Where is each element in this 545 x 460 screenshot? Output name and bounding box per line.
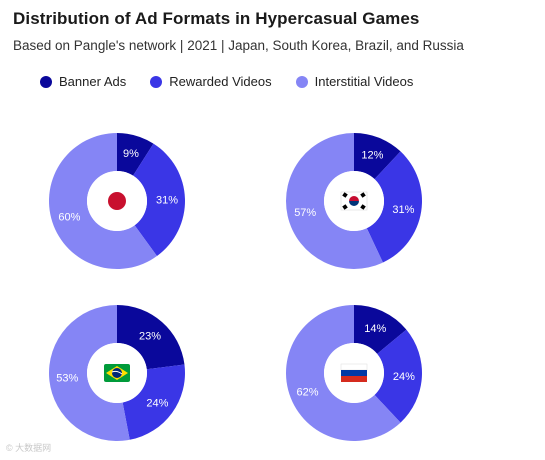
legend-item-rewarded: Rewarded Videos [150,74,272,89]
legend-label-interstitial: Interstitial Videos [314,74,414,89]
legend-label-rewarded: Rewarded Videos [169,74,272,89]
slice-label-brazil-interstitial: 53% [56,373,78,385]
donut-brazil: 23% 24% 53% [48,305,186,442]
legend-label-banner: Banner Ads [59,74,127,89]
south-korea-flag-icon [340,191,368,211]
donut-japan: 9% 31% 60% [48,133,185,269]
slice-south-korea-interstitial [285,133,383,269]
slice-label-south-korea-rewarded: 31% [392,204,414,216]
legend-swatch-banner [40,75,52,88]
donut-south-korea: 12% 31% 57% [285,133,422,269]
slice-brazil-rewarded [122,364,186,440]
slice-south-korea-rewarded [366,151,422,263]
slice-russia-banner [354,305,407,354]
chart-subtitle: Based on Pangle's network | 2021 | Japan… [13,38,464,53]
legend: Banner Ads Rewarded Videos Interstitial … [40,74,437,89]
slice-south-korea-banner [354,133,401,180]
slice-japan-interstitial [48,133,157,269]
slice-label-japan-rewarded: 31% [156,194,178,206]
slice-label-japan-banner: 9% [123,148,139,160]
legend-swatch-interstitial [295,75,308,88]
slice-brazil-banner [117,305,185,370]
slice-label-brazil-banner: 23% [139,330,161,342]
slice-japan-rewarded [133,143,185,257]
slice-japan-banner [117,133,154,176]
slice-label-russia-interstitial: 62% [296,386,318,398]
slice-label-south-korea-interstitial: 57% [294,207,316,219]
slice-label-brazil-rewarded: 24% [146,397,168,409]
legend-swatch-rewarded [150,75,163,88]
legend-item-interstitial: Interstitial Videos [295,74,414,89]
chart-title: Distribution of Ad Formats in Hypercasua… [13,9,420,28]
donut-russia: 14% 24% 62% [285,305,422,442]
japan-flag-icon [108,192,126,210]
slice-label-russia-banner: 14% [364,323,386,335]
slice-russia-interstitial [285,305,401,442]
watermark: © 大数据网 [6,443,52,453]
slice-label-south-korea-banner: 12% [361,150,383,162]
brazil-flag-icon [104,364,130,382]
legend-item-banner: Banner Ads [40,74,126,89]
slice-russia-rewarded [374,329,422,423]
slice-label-russia-rewarded: 24% [393,371,415,383]
slice-brazil-interstitial [48,305,130,442]
russia-flag-icon [340,363,368,382]
slice-label-japan-interstitial: 60% [58,211,80,223]
